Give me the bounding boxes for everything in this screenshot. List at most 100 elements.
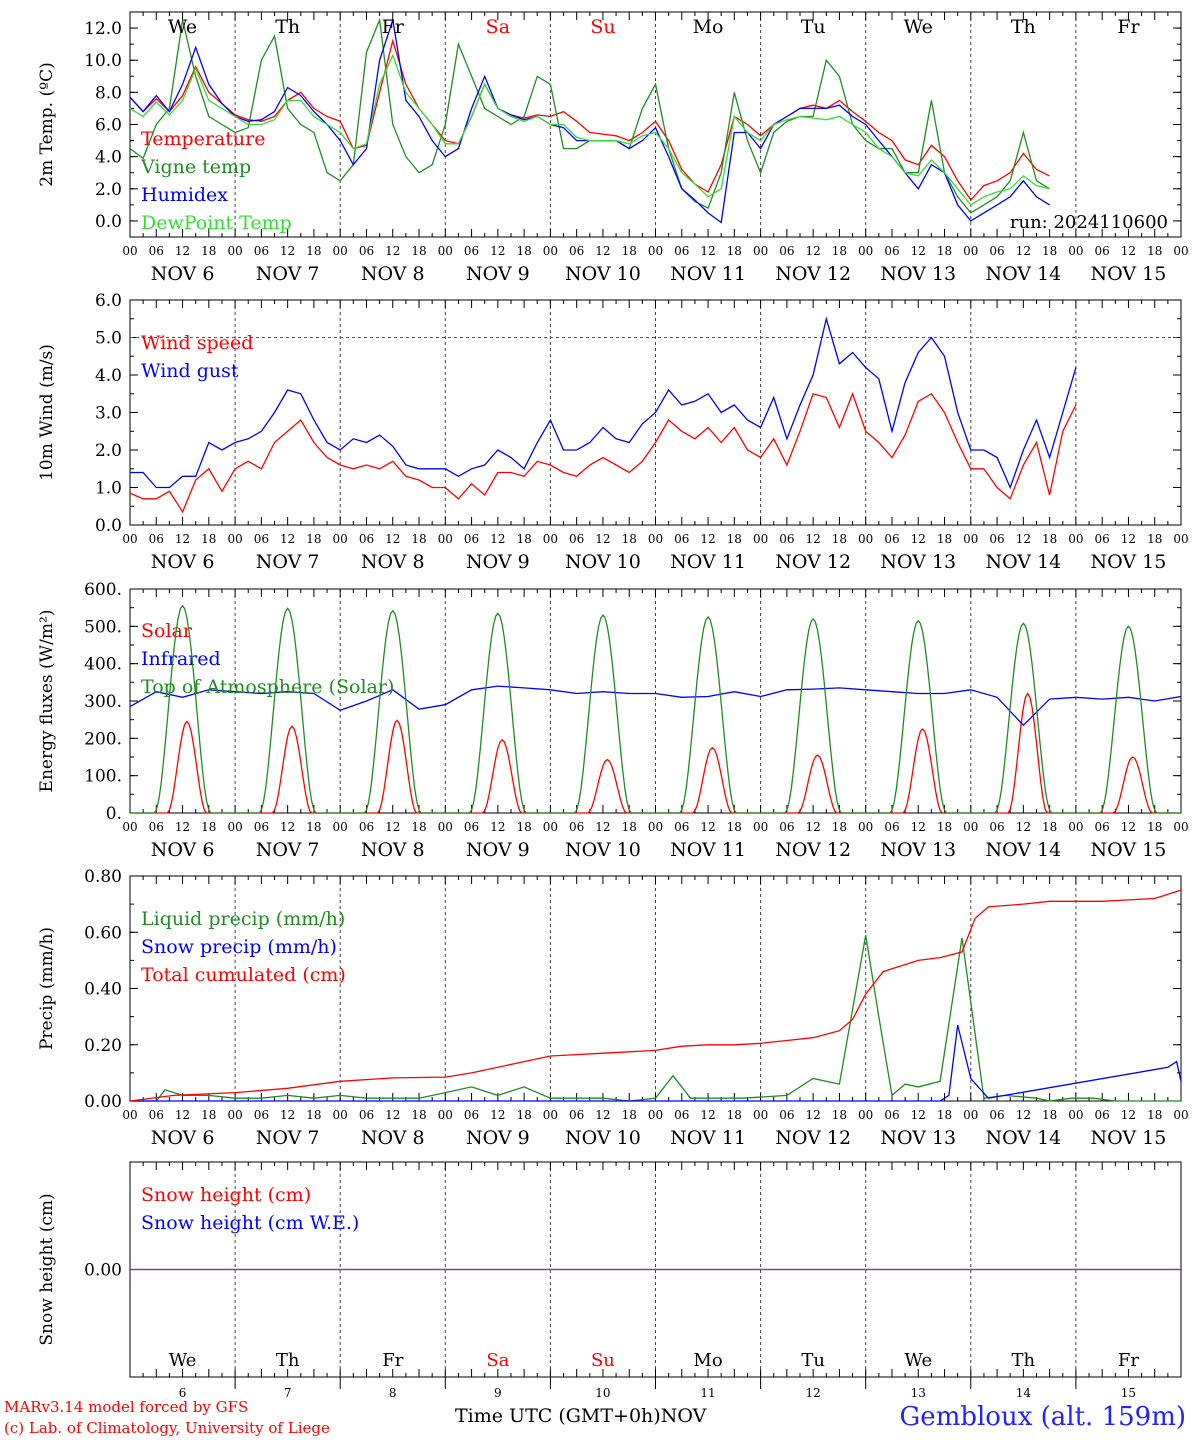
hour-label: 06: [464, 820, 479, 834]
hour-label: 00: [648, 244, 663, 258]
hour-label: 18: [727, 1108, 742, 1122]
day-number: 8: [389, 1386, 397, 1400]
date-label: NOV 11: [670, 839, 746, 861]
hour-label: 06: [989, 244, 1004, 258]
hour-label: 18: [516, 820, 531, 834]
y-axis-title: Energy fluxes (W/m²): [37, 610, 57, 793]
date-label: NOV 12: [775, 263, 851, 285]
y-tick-label: 6.0: [95, 116, 122, 136]
hour-label: 06: [779, 820, 794, 834]
hour-label: 18: [516, 532, 531, 546]
y-axis-title: Snow height (cm): [37, 1193, 57, 1345]
hour-label: 00: [333, 1108, 348, 1122]
hour-label: 06: [359, 1108, 374, 1122]
date-label: NOV 15: [1091, 1127, 1167, 1149]
legend-entry: Vigne temp: [140, 156, 251, 178]
date-label: NOV 9: [466, 839, 530, 861]
hour-label: 12: [490, 532, 505, 546]
hour-label: 18: [727, 820, 742, 834]
day-name: Fr: [382, 16, 405, 38]
day-name: Fr: [382, 1350, 403, 1371]
hour-label: 06: [149, 244, 164, 258]
legend-entry: DewPoint Temp: [141, 212, 292, 234]
y-axis-title: 10m Wind (m/s): [37, 344, 57, 481]
hour-label: 12: [280, 244, 295, 258]
hour-label: 12: [385, 1108, 400, 1122]
hour-label: 18: [411, 820, 426, 834]
hour-label: 18: [937, 820, 952, 834]
hour-label: 06: [359, 532, 374, 546]
y-tick-label: 0.00: [84, 1261, 122, 1281]
hour-label: 12: [385, 820, 400, 834]
hour-label: 18: [622, 1108, 637, 1122]
legend-entry: Wind gust: [141, 360, 239, 382]
date-label: NOV 7: [256, 551, 320, 573]
hour-label: 12: [700, 1108, 715, 1122]
hour-label: 18: [306, 532, 321, 546]
hour-label: 18: [727, 244, 742, 258]
date-label: NOV 10: [565, 263, 641, 285]
hour-label: 12: [1121, 244, 1136, 258]
hour-label: 00: [963, 1108, 978, 1122]
hour-label: 00: [438, 820, 453, 834]
day-name: Mo: [693, 1350, 722, 1371]
hour-label: 06: [569, 820, 584, 834]
hour-label: 18: [1042, 820, 1057, 834]
hour-label: 12: [595, 820, 610, 834]
day-name: Tu: [801, 1350, 825, 1371]
date-label: NOV 14: [985, 839, 1061, 861]
y-tick-label: 0.0: [95, 516, 122, 536]
hour-label: 06: [674, 244, 689, 258]
hour-label: 00: [333, 820, 348, 834]
hour-label: 06: [779, 532, 794, 546]
date-label: NOV 13: [880, 551, 956, 573]
series-line-dewpoint-temp: [129, 53, 1050, 206]
date-label: NOV 11: [670, 263, 746, 285]
day-name: Th: [1012, 1350, 1036, 1371]
day-name: Sa: [486, 16, 510, 38]
hour-label: 18: [411, 244, 426, 258]
hour-label: 06: [569, 1108, 584, 1122]
hour-label: 18: [516, 244, 531, 258]
date-label: NOV 9: [466, 1127, 530, 1149]
hour-label: 12: [175, 244, 190, 258]
run-label: run: 2024110600: [1010, 212, 1168, 233]
lab-credit: (c) Lab. of Climatology, University of L…: [4, 1419, 330, 1437]
legend-entry: Infrared: [141, 648, 221, 670]
hour-label: 06: [464, 532, 479, 546]
hour-label: 00: [753, 532, 768, 546]
date-label: NOV 13: [880, 263, 956, 285]
hour-label: 00: [543, 532, 558, 546]
day-name: Su: [591, 1350, 615, 1371]
date-label: NOV 14: [985, 551, 1061, 573]
hour-label: 12: [490, 820, 505, 834]
date-label: NOV 9: [466, 263, 530, 285]
series-line-wind-gust: [130, 316, 1077, 490]
hour-label: 12: [1016, 1108, 1031, 1122]
hour-label: 12: [1016, 244, 1031, 258]
hour-label: 00: [1068, 1108, 1083, 1122]
hour-label: 00: [227, 244, 242, 258]
hour-label: 00: [438, 1108, 453, 1122]
hour-label: 12: [175, 1108, 190, 1122]
hour-label: 00: [858, 1108, 873, 1122]
y-axis-title: Precip (mm/h): [37, 927, 57, 1050]
series-line-total-cumulated-cm-: [129, 889, 1182, 1102]
hour-label: 00: [1173, 244, 1188, 258]
hour-label: 12: [1121, 532, 1136, 546]
hour-label: 12: [175, 532, 190, 546]
y-tick-label: 200.: [84, 729, 122, 749]
hour-label: 00: [227, 1108, 242, 1122]
hour-label: 12: [806, 820, 821, 834]
hour-label: 06: [884, 820, 899, 834]
hour-label: 18: [832, 1108, 847, 1122]
day-name: Sa: [486, 1350, 509, 1371]
hour-label: 12: [1016, 532, 1031, 546]
hour-label: 12: [490, 244, 505, 258]
hour-label: 18: [937, 1108, 952, 1122]
hour-label: 00: [122, 532, 137, 546]
y-axis-title: 2m Temp. (ºC): [37, 62, 57, 187]
panel-3: 0. 100. 200. 300. 400. 500. 600. Energy fluxes …: [37, 580, 1189, 861]
hour-label: 12: [806, 244, 821, 258]
hour-label: 18: [832, 244, 847, 258]
